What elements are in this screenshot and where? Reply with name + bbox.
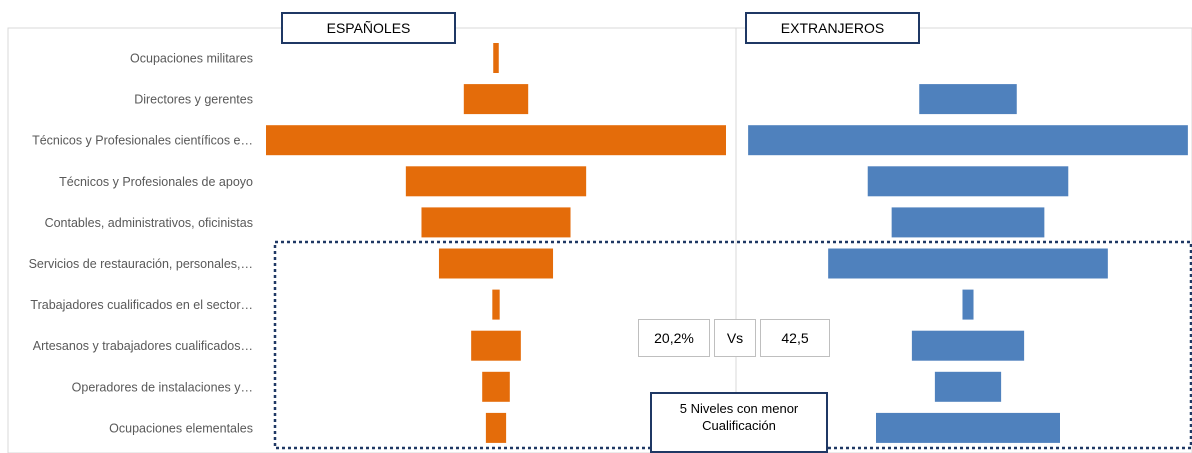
category-label: Directores y gerentes <box>134 93 253 107</box>
extranjeros-bar <box>911 330 1025 361</box>
extranjeros-bar <box>748 125 1188 156</box>
extranjeros-bar <box>934 371 1002 402</box>
category-label: Técnicos y Profesionales científicos e… <box>32 134 253 148</box>
category-label: Servicios de restauración, personales,… <box>29 257 253 271</box>
espanoles-bar <box>471 330 521 361</box>
extranjeros-low-qual-value: 42,5 <box>760 319 830 357</box>
espanoles-header: ESPAÑOLES <box>281 12 456 44</box>
low-qualification-note: 5 Niveles con menor Cualificación <box>650 392 828 453</box>
category-label: Operadores de instalaciones y… <box>72 380 253 394</box>
extranjeros-header: EXTRANJEROS <box>745 12 920 44</box>
extranjeros-bar <box>876 412 1060 443</box>
category-label: Artesanos y trabajadores cualificados… <box>33 339 253 353</box>
espanoles-bar <box>266 125 726 156</box>
category-label: Técnicos y Profesionales de apoyo <box>59 175 253 189</box>
espanoles-bars <box>266 43 726 443</box>
espanoles-bar <box>421 207 571 238</box>
extranjeros-bar <box>867 166 1069 197</box>
espanoles-bar <box>492 289 500 320</box>
plot-area-border <box>7 27 1192 453</box>
extranjeros-bar <box>891 207 1045 238</box>
category-labels: Ocupaciones militares Directores y gerent… <box>29 52 253 436</box>
category-label: Ocupaciones militares <box>130 52 253 66</box>
espanoles-bar <box>405 166 587 197</box>
extranjeros-bars <box>748 84 1188 443</box>
category-label: Ocupaciones elementales <box>109 421 253 435</box>
extranjeros-bar <box>828 248 1108 279</box>
category-label: Contables, administrativos, oficinistas <box>45 216 253 230</box>
espanoles-bar <box>438 248 554 279</box>
espanoles-bar <box>493 43 499 73</box>
espanoles-bar <box>463 84 529 115</box>
category-label: Trabajadores cualificados en el sector… <box>30 298 253 312</box>
espanoles-bar <box>485 412 507 443</box>
extranjeros-bar <box>919 84 1017 115</box>
vs-label: Vs <box>714 319 756 357</box>
espanoles-low-qual-value: 20,2% <box>638 319 710 357</box>
extranjeros-bar <box>962 289 974 320</box>
espanoles-bar <box>482 371 510 402</box>
